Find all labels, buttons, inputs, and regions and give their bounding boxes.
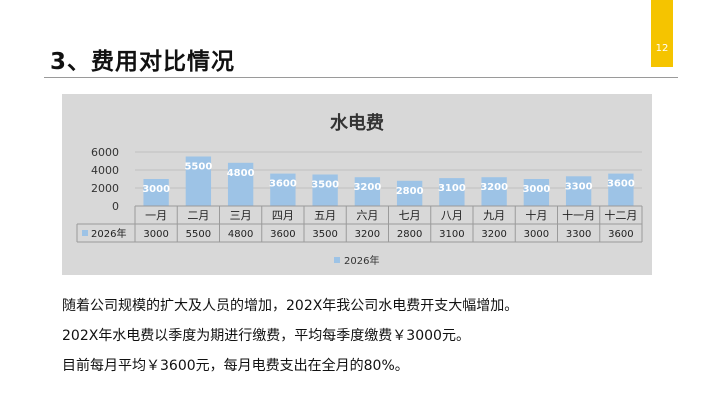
bar [481,177,507,206]
bar-data-label: 5500 [184,162,212,173]
bar-data-label: 3000 [522,184,550,195]
slide-title: 3、费用对比情况 [50,49,236,75]
table-value: 3000 [524,229,549,240]
bar-data-label: 3500 [311,180,339,191]
body-line-2: 202X年水电费以季度为期进行缴费，平均每季度缴费￥3000元。 [62,328,470,344]
bar [143,179,169,206]
x-tick-label: 十一月 [562,208,595,222]
bar [565,176,592,206]
bar [227,162,254,206]
body-text: 随着公司规模的扩大及人员的增加，202X年我公司水电费开支大幅增加。 202X年… [62,291,518,381]
table-value: 3600 [270,229,295,240]
x-tick-label: 八月 [441,209,463,222]
chart-title: 水电费 [330,112,384,134]
table-value: 2800 [397,229,422,240]
x-tick-label: 九月 [483,209,505,222]
bar [608,173,634,206]
page-number: 12 [655,43,669,54]
table-value: 3200 [355,229,380,240]
x-tick-label: 三月 [230,209,252,222]
bar [523,179,550,206]
bar [439,178,465,206]
bar-data-label: 4800 [227,168,255,179]
y-tick-label: 0 [112,200,119,213]
title-divider [44,77,678,78]
x-tick-label: 一月 [145,209,167,222]
y-tick-label: 6000 [91,146,119,159]
legend-key [334,257,340,263]
bar-data-label: 3000 [142,184,170,195]
legend-label: 2026年 [344,254,379,267]
chart-container: 水电费 0 2000 4000 6000 3000 5500 4800 3600 3500 3200… [62,94,652,275]
table-value: 5500 [186,229,211,240]
bar [396,180,423,206]
table-value: 3200 [481,229,506,240]
table-series-label: 2026年 [91,227,126,240]
bar-data-label: 3200 [353,182,381,193]
table-value: 4800 [228,229,253,240]
table-value: 3300 [566,229,591,240]
x-tick-label: 十二月 [604,208,637,222]
bar-data-label: 3300 [565,181,593,192]
y-tick-label: 4000 [91,164,119,177]
table-value: 3000 [143,229,168,240]
accent-bar [651,0,673,67]
bar [354,177,381,206]
bar [312,174,338,206]
x-tick-label: 十月 [525,208,547,222]
body-line-3: 目前每月平均￥3600元，每月电费支出在全月的80%。 [62,358,409,374]
table-value: 3100 [439,229,464,240]
table-value: 3500 [312,229,337,240]
bar [185,156,212,206]
x-tick-label: 五月 [314,209,336,222]
bar-data-label: 2800 [396,186,424,197]
table-legend-key [82,230,88,236]
x-tick-label: 六月 [356,209,378,222]
x-tick-label: 七月 [399,209,421,222]
bar-data-label: 3600 [607,179,635,190]
bar [270,173,296,206]
bar-data-label: 3200 [480,182,508,193]
x-tick-label: 四月 [272,209,294,222]
table-value: 3600 [608,229,633,240]
y-tick-label: 2000 [91,182,119,195]
bar-data-label: 3600 [269,179,297,190]
bar-data-label: 3100 [438,183,466,194]
x-tick-label: 二月 [187,209,209,222]
body-line-1: 随着公司规模的扩大及人员的增加，202X年我公司水电费开支大幅增加。 [62,298,519,314]
water-electricity-chart: 水电费 0 2000 4000 6000 3000 5500 4800 3600 3500 3200… [76,112,643,267]
